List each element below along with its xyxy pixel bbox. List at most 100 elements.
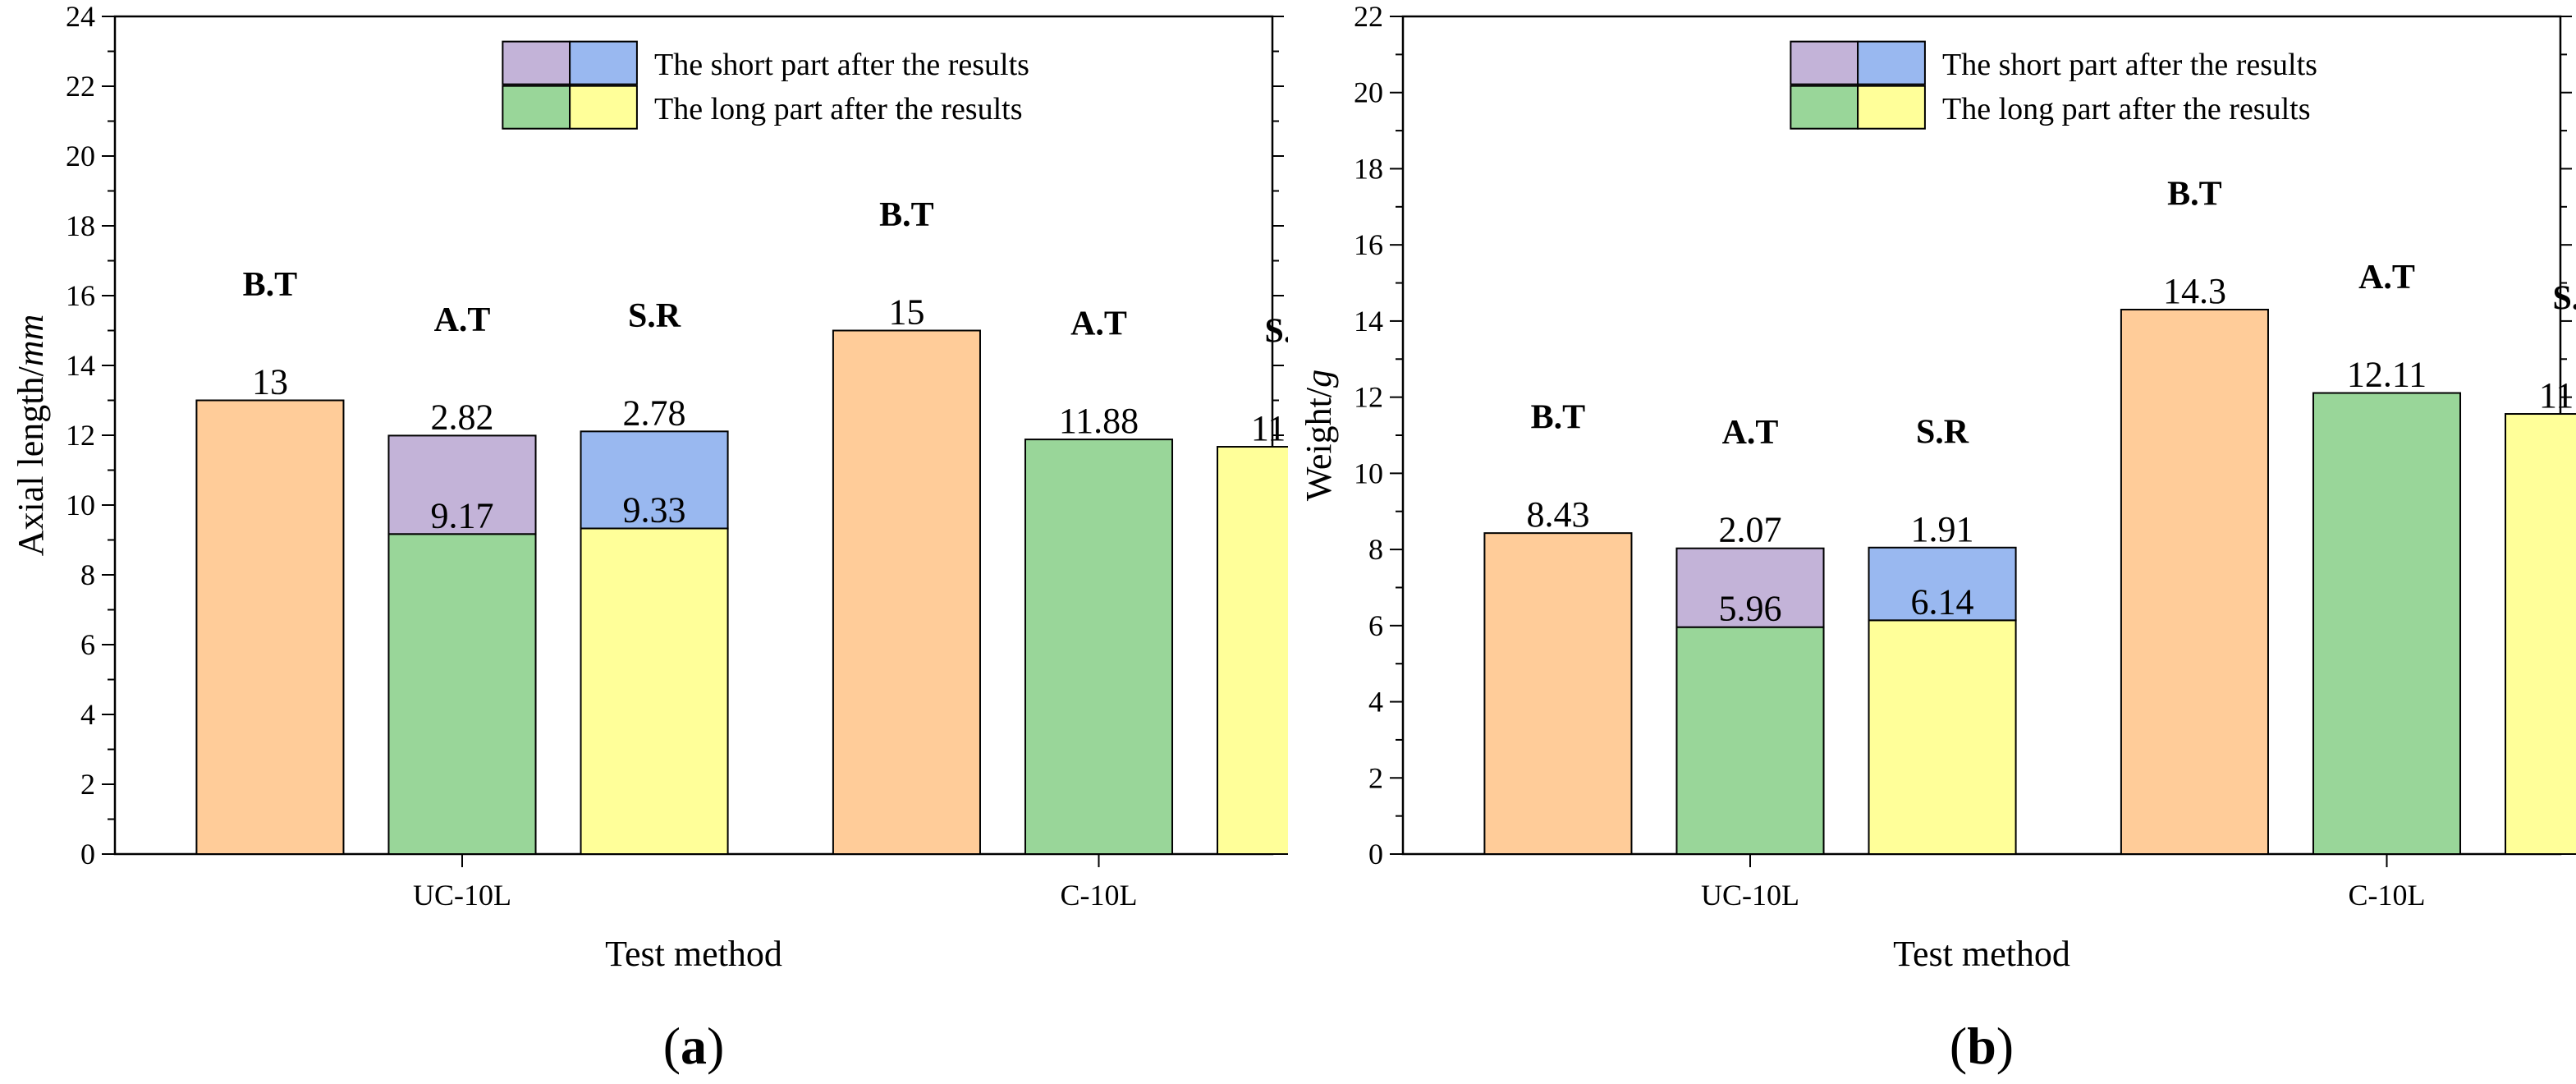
y-axis-title: Weight/g [1299, 370, 1339, 501]
bar-at-short [1675, 547, 1825, 628]
y-tick-label: 18 [1354, 152, 1383, 185]
bar-bt [2120, 309, 2269, 855]
bar-sr [2505, 413, 2576, 855]
bar-at-long [387, 533, 537, 856]
y-tick-label: 20 [66, 140, 95, 172]
chart-panel-b: 0 2 4 6 8 10 12 14 16 18 20 22 UC-10L C-10L Test metho… [1288, 0, 2576, 1084]
bar-long-value-label: 6.14 [1911, 581, 1974, 622]
legend-short-swatch-at [502, 40, 571, 85]
legend-short-swatch-sr [1857, 40, 1926, 85]
panel-caption-letter: b [1967, 1017, 1996, 1075]
legend-short-label: The short part after the results [654, 48, 1029, 82]
bar-value-label: 13 [252, 362, 288, 402]
panel-caption-close: ) [1996, 1017, 2014, 1075]
bar-long-value-label: 9.17 [431, 495, 494, 535]
y-tick-label: 0 [1368, 838, 1383, 870]
x-tick-label: UC-10L [413, 879, 511, 912]
legend-long-swatch-at [502, 85, 571, 130]
bar-bt [1483, 532, 1633, 855]
bar-value-label: 11.88 [1059, 401, 1139, 441]
chart-b-svg: 0 2 4 6 8 10 12 14 16 18 20 22 UC-10L C-10L Test metho… [1299, 0, 2576, 1075]
y-tick-label: 22 [66, 70, 95, 103]
y-tick-label: 12 [66, 419, 95, 452]
y-tick-label: 12 [1354, 381, 1383, 414]
y-tick-label: 24 [66, 0, 95, 33]
method-label: A.T [434, 301, 491, 339]
y-tick-label: 4 [1368, 686, 1383, 719]
bar-at [1024, 439, 1174, 855]
method-label: B.T [2167, 176, 2222, 214]
x-tick-label: C-10L [2349, 879, 2426, 912]
y-tick-label: 14 [66, 349, 95, 382]
x-axis-title: Test method [1893, 934, 2070, 974]
bar-short-value-label: 1.91 [1911, 509, 1974, 549]
bar-at-long [1675, 626, 1825, 855]
y-tick-label: 10 [66, 489, 95, 521]
bar-sr-short [580, 430, 729, 530]
bar-long-value-label: 9.33 [623, 489, 686, 530]
bar-sr [1217, 446, 1288, 856]
bar-sr-long [580, 527, 729, 855]
y-axis-title-unit: mm [11, 315, 51, 367]
x-tick-label: C-10L [1061, 879, 1138, 912]
method-label: B.T [879, 196, 934, 234]
y-tick-label: 10 [1354, 457, 1383, 489]
bar-bt [832, 329, 981, 855]
legend-long-swatch-sr [1857, 85, 1926, 130]
bar-value-label: 8.43 [1526, 494, 1589, 535]
panel-caption: (a) [663, 1017, 725, 1075]
bar-value-label: 11.67 [1251, 408, 1288, 448]
panel-caption-letter: a [681, 1017, 707, 1075]
x-axis-title: Test method [605, 934, 782, 974]
y-tick-label: 6 [80, 628, 95, 661]
bar-sr-short [1868, 546, 2017, 622]
method-label: A.T [2358, 259, 2415, 296]
bar-long-value-label: 5.96 [1719, 589, 1782, 629]
method-label: B.T [1531, 399, 1586, 437]
bar-sr-long [1868, 619, 2017, 855]
bar-short-value-label: 2.82 [431, 397, 494, 437]
legend-short-swatch-at [1790, 40, 1859, 85]
y-tick-label: 22 [1354, 0, 1383, 33]
y-tick-label: 8 [1368, 533, 1383, 566]
y-tick-label: 20 [1354, 76, 1383, 109]
panel-caption-close: ) [707, 1017, 724, 1075]
bar-bt [195, 399, 345, 855]
y-tick-label: 6 [1368, 609, 1383, 642]
y-axis-title: Axial length/mm [11, 315, 51, 557]
bar-value-label: 14.3 [2163, 271, 2226, 311]
y-axis-title-unit: g [1299, 370, 1339, 388]
legend-long-label: The long part after the results [1942, 92, 2310, 126]
method-label: A.T [1722, 414, 1779, 452]
legend-long-label: The long part after the results [654, 92, 1022, 126]
legend-long-swatch-at [1790, 85, 1859, 130]
method-label: S.R [2552, 280, 2576, 318]
method-label: S.R [1264, 313, 1288, 351]
y-tick-label: 14 [1354, 305, 1383, 338]
y-tick-label: 0 [80, 838, 95, 870]
bar-short-value-label: 2.07 [1719, 510, 1782, 550]
y-tick-label: 16 [1354, 228, 1383, 261]
y-tick-label: 2 [80, 768, 95, 801]
method-label: S.R [1916, 413, 1969, 451]
y-axis-title-text: Axial length/ [11, 366, 51, 557]
y-tick-label: 16 [66, 279, 95, 312]
y-tick-label: 2 [1368, 761, 1383, 794]
method-label: S.R [628, 297, 681, 335]
panel-caption-open: ( [1950, 1017, 1967, 1075]
y-axis-title-text: Weight/ [1299, 387, 1339, 501]
x-tick-label: UC-10L [1701, 879, 1799, 912]
panel-caption-open: ( [663, 1017, 681, 1075]
legend-short-label: The short part after the results [1942, 48, 2317, 82]
method-label: B.T [243, 266, 298, 304]
bar-short-value-label: 2.78 [623, 393, 686, 433]
legend-long-swatch-sr [569, 85, 638, 130]
y-tick-label: 18 [66, 209, 95, 242]
panel-caption: (b) [1950, 1017, 2014, 1075]
y-tick-label: 8 [80, 558, 95, 591]
legend-short-swatch-sr [569, 40, 638, 85]
bar-at [2312, 392, 2462, 855]
method-label: A.T [1070, 305, 1127, 343]
y-tick-label: 4 [80, 698, 95, 731]
